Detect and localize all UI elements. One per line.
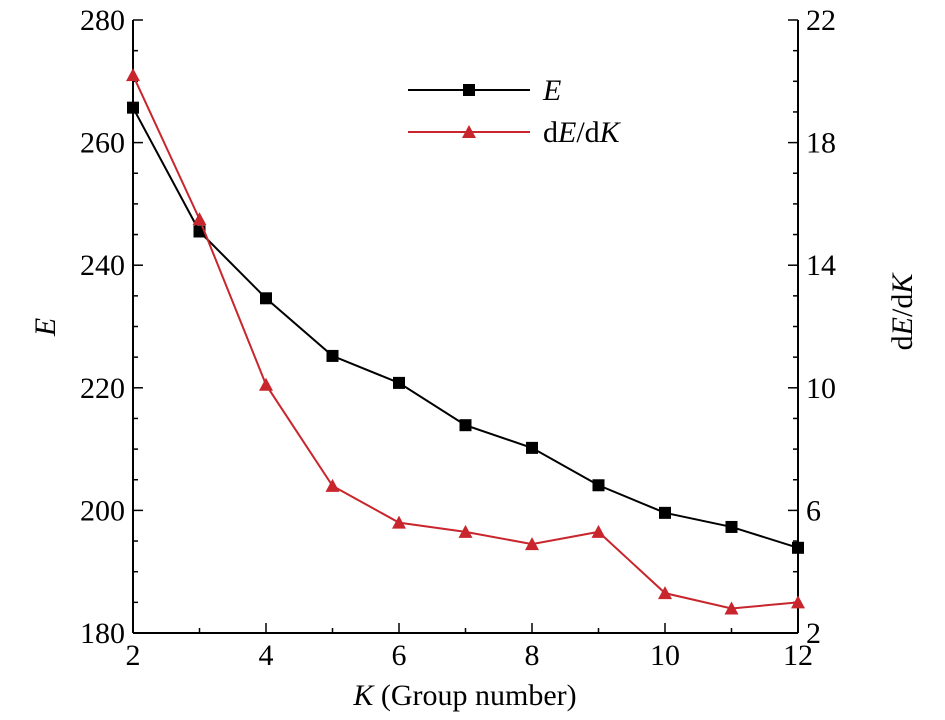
x-tick-label: 10 — [650, 639, 680, 672]
data-point-e — [592, 479, 605, 492]
x-tick-label: 12 — [783, 639, 813, 672]
left-y-tick-label: 200 — [80, 494, 125, 527]
data-point-e — [127, 101, 139, 114]
data-point-dedk — [325, 478, 340, 492]
right-y-axis-title-part: K — [886, 272, 919, 295]
left-y-tick-label: 240 — [80, 249, 125, 282]
x-tick-label: 2 — [126, 639, 141, 672]
data-point-e — [459, 419, 472, 432]
right-y-axis-title-text: dE/dK — [886, 272, 919, 351]
legend-label-part: d — [543, 116, 558, 149]
data-point-dedk — [591, 524, 606, 538]
x-axis-title-var: K — [352, 679, 375, 712]
right-y-tick-label: 22 — [806, 4, 836, 37]
legend-label-part: E — [542, 74, 561, 107]
left-y-tick-label: 220 — [80, 372, 125, 405]
right-y-tick-label: 14 — [806, 249, 836, 282]
data-point-dedk — [392, 515, 406, 529]
legend-marker-e — [463, 84, 475, 96]
right-y-tick-label: 18 — [806, 127, 836, 160]
x-tick-label: 8 — [525, 639, 540, 672]
left-y-tick-label: 280 — [80, 4, 125, 37]
legend-label-e: E — [542, 74, 561, 107]
ticks-layer: 2 4 6 8 10 12 180 200 220 240 260 280 2 6 10 14 18 22 — [80, 4, 836, 672]
x-tick-label: 6 — [392, 639, 407, 672]
legend-label-dedk: dE/dK — [543, 116, 622, 149]
data-point-e — [326, 349, 339, 362]
series-line-e — [132, 107, 799, 549]
data-point-dedk — [525, 537, 539, 551]
data-point-dedk — [126, 68, 140, 82]
data-point-e — [260, 292, 272, 305]
data-point-e — [659, 506, 671, 519]
legend-label-part: K — [599, 116, 622, 149]
data-point-dedk — [724, 601, 739, 615]
data-point-e — [526, 441, 538, 454]
left-y-tick-label: 260 — [80, 127, 125, 160]
right-y-axis-title-part: d — [886, 335, 919, 350]
data-point-dedk — [192, 212, 207, 226]
data-point-e — [725, 520, 738, 533]
right-y-tick-label: 6 — [806, 494, 821, 527]
data-point-e — [393, 376, 405, 389]
right-y-tick-label: 10 — [806, 372, 836, 405]
x-axis-title: K (Group number) — [352, 679, 576, 712]
legend-marker-dedk — [462, 125, 476, 138]
legend: EdE/dK — [408, 74, 622, 149]
left-y-axis-title: E — [29, 318, 62, 337]
legend-label-part: E — [557, 116, 576, 149]
data-point-dedk — [658, 586, 672, 600]
right-y-tick-label: 2 — [806, 617, 821, 650]
data-point-e — [792, 541, 804, 554]
legend-label-part: /d — [576, 116, 599, 149]
right-y-axis-title-part: /d — [886, 294, 919, 317]
x-tick-label: 4 — [259, 639, 274, 672]
right-y-axis-title: dE/dK — [886, 272, 919, 351]
right-y-axis-title-part: E — [886, 317, 919, 336]
left-y-tick-label: 180 — [80, 617, 125, 650]
data-point-dedk — [458, 524, 473, 538]
axes-layer — [132, 20, 799, 634]
data-point-dedk — [791, 595, 805, 609]
x-axis-title-rest: (Group number) — [373, 679, 576, 712]
series-layer — [126, 68, 805, 615]
data-point-dedk — [259, 377, 273, 391]
